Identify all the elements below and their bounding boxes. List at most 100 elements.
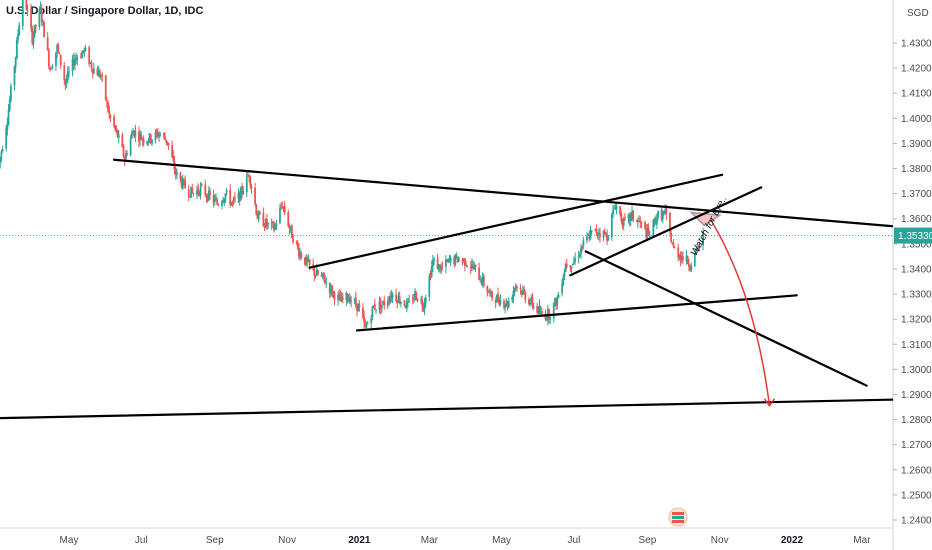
candle-body (264, 219, 267, 228)
candle-body (222, 200, 224, 203)
candle-body (582, 240, 585, 247)
candle-body (512, 290, 515, 297)
x-tick-label: May (492, 535, 511, 546)
candle-body (462, 258, 465, 261)
candle-body (162, 133, 165, 136)
candle-body (372, 305, 375, 308)
candle-body (465, 264, 467, 266)
candle-body (639, 221, 642, 223)
candle-body (320, 275, 323, 277)
candle-body (571, 263, 574, 266)
candle-body (199, 185, 202, 195)
candle-body (555, 298, 558, 306)
candle-body (523, 288, 526, 293)
candle-body (76, 57, 79, 60)
candle-body (386, 301, 389, 305)
candle-body (506, 301, 509, 308)
candle-body (350, 300, 352, 302)
candle-body (204, 184, 207, 196)
candle-body (422, 305, 425, 310)
candle-body (126, 153, 128, 155)
candle-body (117, 134, 120, 138)
candle-body (257, 212, 260, 220)
candle-body (133, 130, 136, 137)
candle-body (339, 296, 342, 302)
candle-body (456, 256, 459, 263)
candle-body (146, 141, 149, 144)
candle-body (237, 193, 240, 199)
candle-body (148, 133, 151, 142)
candle-body (524, 292, 527, 300)
candle-body (158, 134, 160, 137)
candle-body (263, 226, 266, 228)
candle-body (481, 276, 484, 285)
candle-body (631, 211, 633, 216)
candle-body (388, 300, 390, 302)
candle-body (258, 211, 261, 215)
candle-body (586, 236, 588, 241)
candle-body (254, 187, 256, 204)
candle-body (181, 178, 184, 189)
candle-body (224, 193, 227, 200)
y-tick-label: 1.33000 (901, 290, 932, 301)
candle-body (30, 8, 32, 28)
candle-body (494, 300, 497, 304)
candle-body (408, 300, 411, 302)
candle-body (648, 235, 651, 237)
candle-body (404, 306, 407, 308)
candle-body (328, 282, 331, 293)
candle-body (288, 226, 291, 229)
candle-body (338, 294, 341, 296)
candle-body (664, 209, 667, 213)
candle-body (104, 75, 107, 100)
candle-body (47, 49, 50, 66)
candle-body (198, 191, 201, 195)
candle-body (574, 258, 576, 262)
candle-body (262, 212, 265, 227)
candle-body (365, 325, 368, 328)
candle-body (249, 176, 252, 186)
y-tick-label: 1.25000 (901, 490, 932, 501)
candle-body (90, 62, 93, 69)
candle-body (686, 256, 689, 264)
y-tick-label: 1.26000 (901, 465, 932, 476)
candle-body (645, 228, 648, 238)
candle-body (174, 169, 177, 175)
candle-body (497, 293, 499, 301)
candle-body (223, 198, 226, 203)
candle-body (314, 275, 317, 277)
candle-body (270, 222, 273, 224)
candle-body (256, 214, 259, 219)
candle-body (225, 190, 228, 193)
x-tick-label: Jul (135, 535, 148, 546)
candle-body (190, 186, 192, 198)
candle-body (238, 191, 241, 202)
candle-body (296, 243, 299, 248)
candle-body (661, 211, 664, 220)
brand-logo-icon (668, 507, 688, 527)
trend-line-channel-top (308, 173, 724, 269)
candle-body (1, 148, 4, 152)
candle-body (130, 132, 133, 139)
candle-body (345, 292, 348, 301)
candle-body (486, 285, 489, 293)
candle-body (381, 304, 383, 308)
candle-body (156, 132, 159, 137)
candle-body (239, 187, 242, 201)
candle-body (79, 57, 82, 59)
candle-body (429, 275, 432, 278)
candle-body (383, 301, 386, 306)
candle-body (445, 259, 447, 267)
candle-body (337, 295, 339, 300)
candle-body (655, 218, 658, 225)
candle-body (516, 286, 518, 288)
candle-body (13, 66, 16, 86)
candle-body (140, 135, 143, 140)
candle-body (640, 221, 643, 223)
candle-body (511, 296, 514, 301)
candle-body (179, 172, 182, 180)
candle-body (212, 194, 215, 203)
candle-body (685, 255, 688, 262)
candle-body (17, 34, 19, 40)
